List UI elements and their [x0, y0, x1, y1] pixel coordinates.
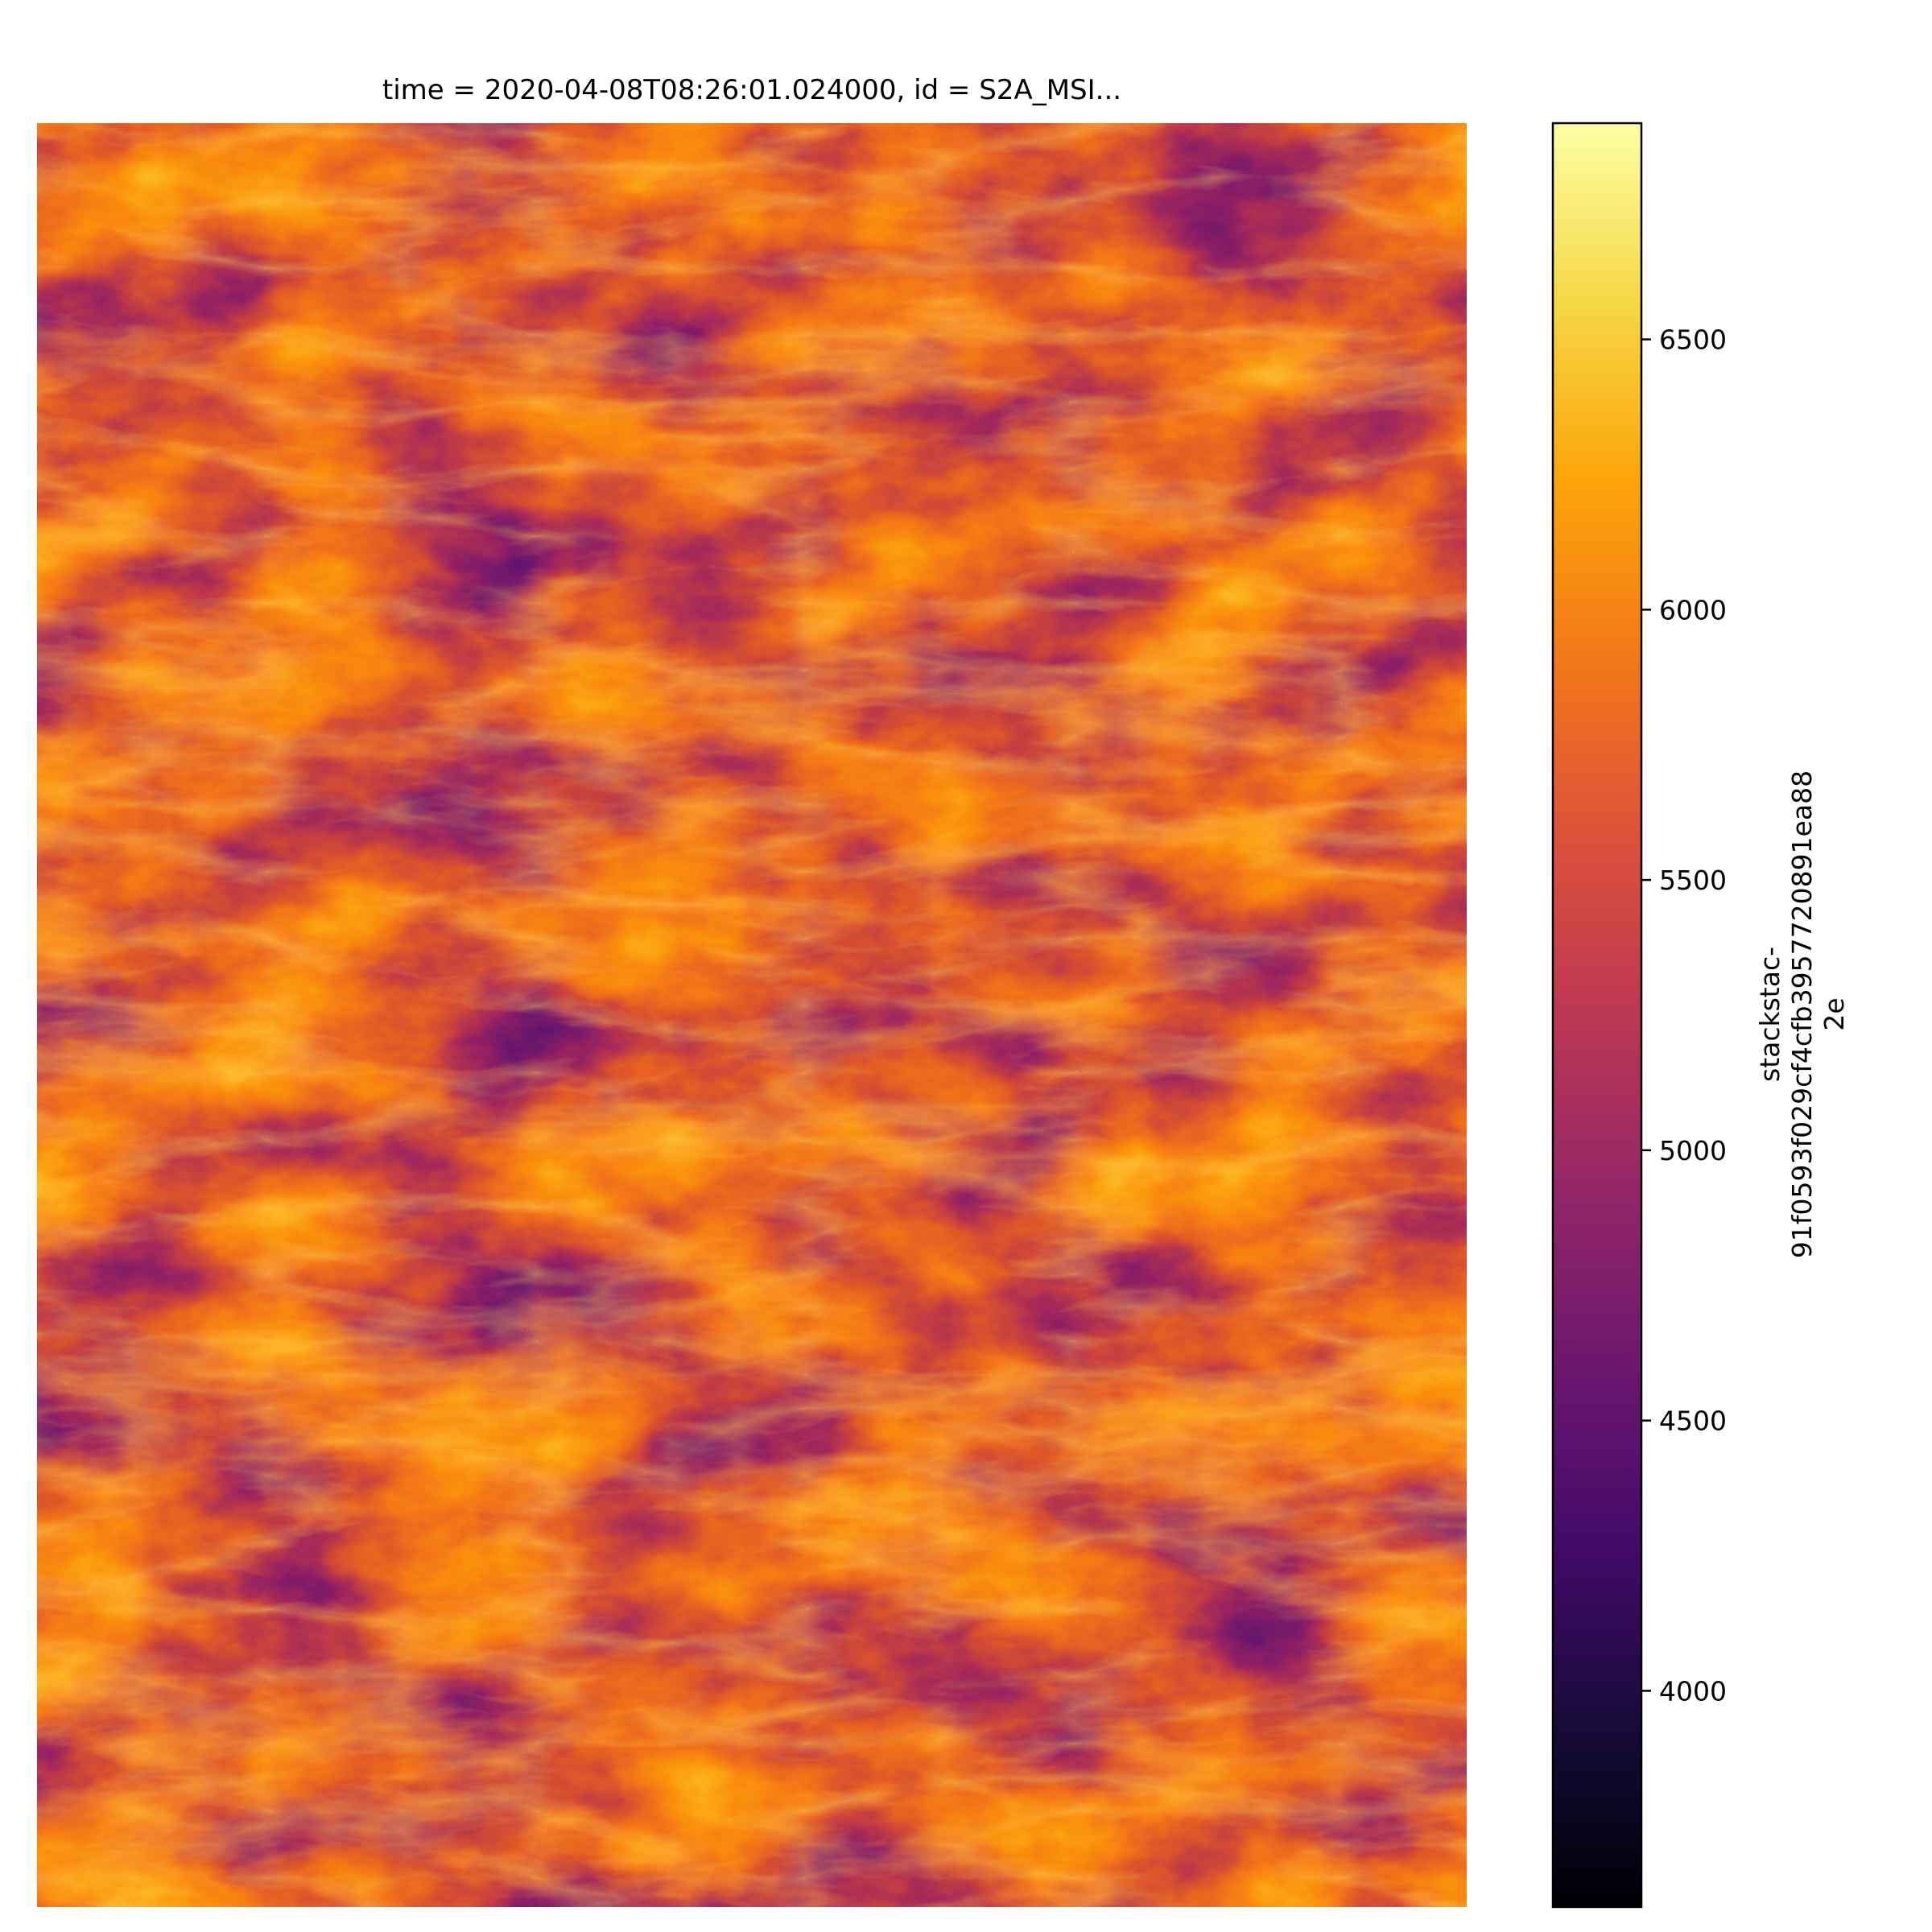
- colorbar: 4000 4500 5000 5500 6000 6500 stackstac-91f05…: [1551, 122, 1850, 1909]
- colorbar-tick-label: 6500: [1659, 324, 1727, 356]
- raster-image: [37, 123, 1467, 1907]
- colorbar-ticks: 4000 4500 5000 5500 6000 6500: [1641, 324, 1727, 1707]
- colorbar-label-line: 2e: [1818, 997, 1850, 1030]
- chart-title: time = 2020-04-08T08:26:01.024000, id = …: [382, 74, 1121, 106]
- colorbar-label-line: 91f0593f029cf4cfb3957720891ea88: [1786, 770, 1818, 1258]
- colorbar-gradient: [1551, 122, 1643, 1909]
- colorbar-tick-label: 6000: [1659, 594, 1727, 625]
- colorbar-label-line: stackstac-: [1754, 947, 1785, 1082]
- colorbar-tick-label: 5500: [1659, 865, 1727, 896]
- colorbar-tick-label: 4500: [1659, 1406, 1727, 1437]
- colorbar-tick-label: 5000: [1659, 1135, 1727, 1166]
- colorbar-tick-label: 4000: [1659, 1675, 1727, 1707]
- colorbar-label: stackstac-91f0593f029cf4cfb3957720891ea8…: [1754, 770, 1850, 1258]
- raster-ridges: [37, 123, 1467, 1907]
